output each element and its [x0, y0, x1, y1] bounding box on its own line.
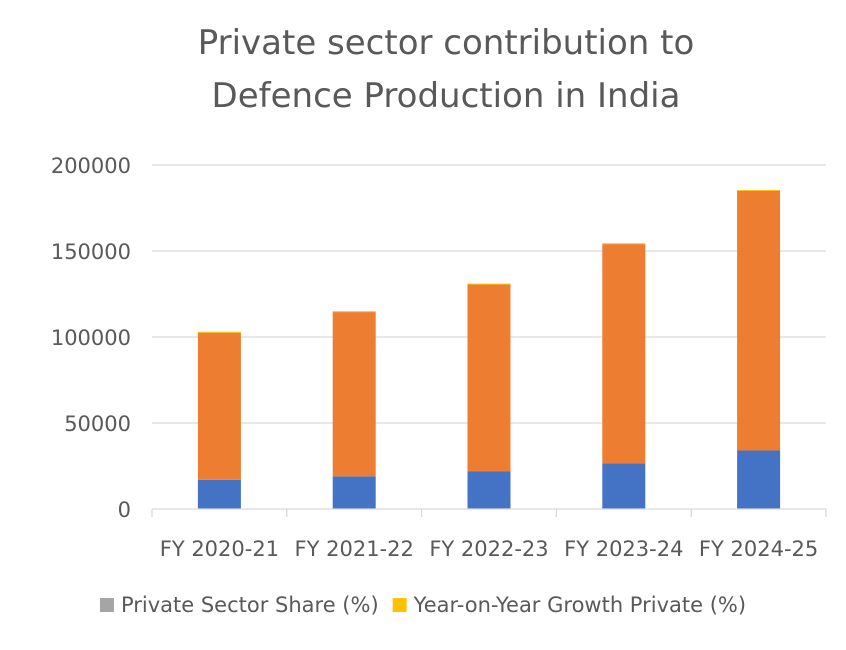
- y-tick-label: 200000: [51, 154, 131, 178]
- chart-title: Private sector contribution to Defence P…: [198, 23, 695, 116]
- y-axis-tick-labels: 0 50000 100000 150000 200000: [51, 154, 131, 522]
- bar-segment: [602, 463, 646, 509]
- bar-segment: [197, 331, 241, 333]
- legend-swatch: [99, 598, 114, 612]
- x-tick-label: FY 2021-22: [295, 537, 414, 561]
- legend-swatch: [392, 598, 407, 612]
- chart-title-line-1: Private sector contribution to: [198, 23, 695, 63]
- bar-segment: [332, 311, 376, 313]
- bar-segment: [737, 450, 781, 509]
- bars: [197, 189, 781, 509]
- x-tick-label: FY 2022-23: [429, 537, 548, 561]
- bar-segment: [467, 284, 511, 472]
- chart-title-line-2: Defence Production in India: [212, 76, 681, 116]
- legend-label: Private Sector Share (%): [121, 593, 379, 617]
- x-axis: FY 2020-21 FY 2021-22 FY 2022-23 FY 2023-24…: [151, 508, 827, 561]
- bar-segment: [197, 479, 241, 509]
- y-tick-label: 0: [118, 498, 131, 522]
- x-tick-label: FY 2024-25: [699, 537, 818, 561]
- bar-segment: [467, 471, 511, 509]
- y-tick-label: 50000: [64, 412, 131, 436]
- bar-segment: [737, 189, 781, 191]
- bar-segment: [197, 332, 241, 480]
- x-tick-label: FY 2023-24: [564, 537, 683, 561]
- legend: Private Sector Share (%) Year-on-Year Gro…: [99, 593, 746, 617]
- bar-segment: [602, 244, 646, 464]
- y-tick-label: 100000: [51, 326, 131, 350]
- bar-segment: [602, 243, 646, 245]
- bar-segment: [467, 283, 511, 285]
- bar-segment: [332, 476, 376, 509]
- bar-segment: [737, 190, 781, 451]
- y-tick-label: 150000: [51, 240, 131, 264]
- bar-segment: [332, 312, 376, 477]
- legend-label: Year-on-Year Growth Private (%): [413, 593, 746, 617]
- x-tick-label: FY 2020-21: [160, 537, 279, 561]
